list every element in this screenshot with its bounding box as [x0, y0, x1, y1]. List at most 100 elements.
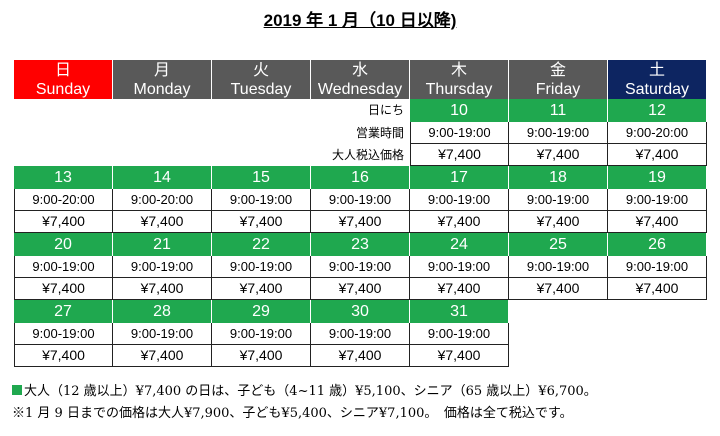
day-cell-10-date: 10 [410, 99, 509, 122]
date-row: 20 21 22 23 24 25 26 [14, 233, 708, 256]
price-row: ¥7,400 ¥7,400 ¥7,400 ¥7,400 ¥7,400 ¥7,400 ¥7,4… [14, 278, 708, 300]
day-cell-27-date: 27 [14, 300, 113, 323]
day-cell-28-date: 28 [113, 300, 212, 323]
day-cell-11-date: 11 [509, 99, 608, 122]
day-cell-28-price: ¥7,400 [113, 345, 212, 367]
day-cell-23-price: ¥7,400 [311, 278, 410, 300]
day-cell-15-hours: 9:00-19:00 [212, 189, 311, 211]
page-title: 2019 年 1 月（10 日以降) [263, 11, 457, 30]
day-cell-12-price: ¥7,400 [608, 144, 707, 166]
day-cell-26-date: 26 [608, 233, 707, 256]
day-cell-25-price: ¥7,400 [509, 278, 608, 300]
price-row: 大人税込価格 ¥7,400 ¥7,400 ¥7,400 [14, 144, 708, 166]
empty-cell [608, 323, 707, 345]
weekday-header-sunday: 日 Sunday [14, 60, 113, 99]
row-label-date: 日にち [367, 103, 404, 117]
day-cell-25-hours: 9:00-19:00 [509, 256, 608, 278]
calendar-grid: 日 Sunday 月 Monday 火 Tuesday 水 Wednesday 木 Thursda… [14, 60, 708, 367]
day-cell-18-date: 18 [509, 166, 608, 189]
day-cell-29-date: 29 [212, 300, 311, 323]
day-cell-16-date: 16 [311, 166, 410, 189]
empty-cell [113, 144, 212, 166]
date-row: 13 14 15 16 17 18 19 [14, 166, 708, 189]
day-cell-16-price: ¥7,400 [311, 211, 410, 233]
day-cell-17-price: ¥7,400 [410, 211, 509, 233]
day-cell-12-hours: 9:00-20:00 [608, 122, 707, 144]
note-line-1: 大人（12 歳以上）¥7,400 の日は、子ども（4~11 歳）¥5,100、シ… [12, 380, 597, 399]
day-cell-30-hours: 9:00-19:00 [311, 323, 410, 345]
day-cell-27-price: ¥7,400 [14, 345, 113, 367]
day-cell-12-date: 12 [608, 99, 707, 122]
day-cell-29-price: ¥7,400 [212, 345, 311, 367]
empty-cell [212, 122, 311, 144]
day-cell-11-hours: 9:00-19:00 [509, 122, 608, 144]
date-row: 27 28 29 30 31 [14, 300, 708, 323]
day-cell-18-price: ¥7,400 [509, 211, 608, 233]
day-cell-27-hours: 9:00-19:00 [14, 323, 113, 345]
row-label-price: 大人税込価格 [331, 148, 404, 162]
empty-cell [113, 122, 212, 144]
day-cell-21-date: 21 [113, 233, 212, 256]
day-cell-21-hours: 9:00-19:00 [113, 256, 212, 278]
empty-cell [509, 300, 608, 323]
weekday-header-thursday: 木 Thursday [410, 60, 509, 99]
day-cell-10-hours: 9:00-19:00 [410, 122, 509, 144]
empty-cell [14, 99, 113, 122]
weekday-en: Thursday [425, 81, 493, 98]
empty-cell [608, 345, 707, 367]
day-cell-20-hours: 9:00-19:00 [14, 256, 113, 278]
weekday-jp: 金 [549, 62, 566, 79]
weekday-jp: 土 [648, 62, 665, 79]
weekday-header-wednesday: 水 Wednesday [311, 60, 410, 99]
day-cell-30-price: ¥7,400 [311, 345, 410, 367]
weekday-en: Sunday [35, 81, 91, 98]
empty-cell [608, 300, 707, 323]
hours-row: 9:00-20:00 9:00-20:00 9:00-19:00 9:00-19:00… [14, 189, 708, 211]
day-cell-13-hours: 9:00-20:00 [14, 189, 113, 211]
weekday-header-row: 日 Sunday 月 Monday 火 Tuesday 水 Wednesday 木 Thursda… [14, 60, 708, 99]
day-cell-18-hours: 9:00-19:00 [509, 189, 608, 211]
day-cell-19-price: ¥7,400 [608, 211, 707, 233]
weekday-en: Friday [535, 81, 581, 98]
weekday-header-friday: 金 Friday [509, 60, 608, 99]
green-square-icon [12, 385, 22, 395]
weekday-jp: 木 [450, 62, 467, 79]
day-cell-10-price: ¥7,400 [410, 144, 509, 166]
hours-row: 9:00-19:00 9:00-19:00 9:00-19:00 9:00-19:00… [14, 323, 708, 345]
day-cell-24-hours: 9:00-19:00 [410, 256, 509, 278]
day-cell-26-hours: 9:00-19:00 [608, 256, 707, 278]
day-cell-20-price: ¥7,400 [14, 278, 113, 300]
row-label-hours: 営業時間 [355, 126, 404, 140]
weekday-header-saturday: 土 Saturday [608, 60, 707, 99]
empty-cell [212, 99, 311, 122]
weekday-en: Monday [133, 81, 191, 98]
price-row: ¥7,400 ¥7,400 ¥7,400 ¥7,400 ¥7,400 [14, 345, 708, 367]
day-cell-25-date: 25 [509, 233, 608, 256]
price-row: ¥7,400 ¥7,400 ¥7,400 ¥7,400 ¥7,400 ¥7,400 ¥7,4… [14, 211, 708, 233]
day-cell-13-date: 13 [14, 166, 113, 189]
weekday-header-monday: 月 Monday [113, 60, 212, 99]
empty-cell [14, 122, 113, 144]
day-cell-15-date: 15 [212, 166, 311, 189]
date-row: 日にち 10 11 12 [14, 99, 708, 122]
day-cell-14-price: ¥7,400 [113, 211, 212, 233]
empty-cell [509, 345, 608, 367]
day-cell-31-price: ¥7,400 [410, 345, 509, 367]
day-cell-17-hours: 9:00-19:00 [410, 189, 509, 211]
weekday-jp: 水 [351, 62, 368, 79]
day-cell-17-date: 17 [410, 166, 509, 189]
day-cell-26-price: ¥7,400 [608, 278, 707, 300]
weekday-en: Tuesday [230, 81, 292, 98]
day-cell-22-hours: 9:00-19:00 [212, 256, 311, 278]
day-cell-19-date: 19 [608, 166, 707, 189]
day-cell-31-date: 31 [410, 300, 509, 323]
day-cell-14-date: 14 [113, 166, 212, 189]
empty-cell [509, 323, 608, 345]
day-cell-20-date: 20 [14, 233, 113, 256]
day-cell-28-hours: 9:00-19:00 [113, 323, 212, 345]
weekday-jp: 月 [153, 62, 170, 79]
weekday-en: Wednesday [317, 81, 403, 98]
day-cell-23-hours: 9:00-19:00 [311, 256, 410, 278]
weekday-en: Saturday [624, 81, 690, 98]
hours-row: 営業時間 9:00-19:00 9:00-19:00 9:00-20:00 [14, 122, 708, 144]
